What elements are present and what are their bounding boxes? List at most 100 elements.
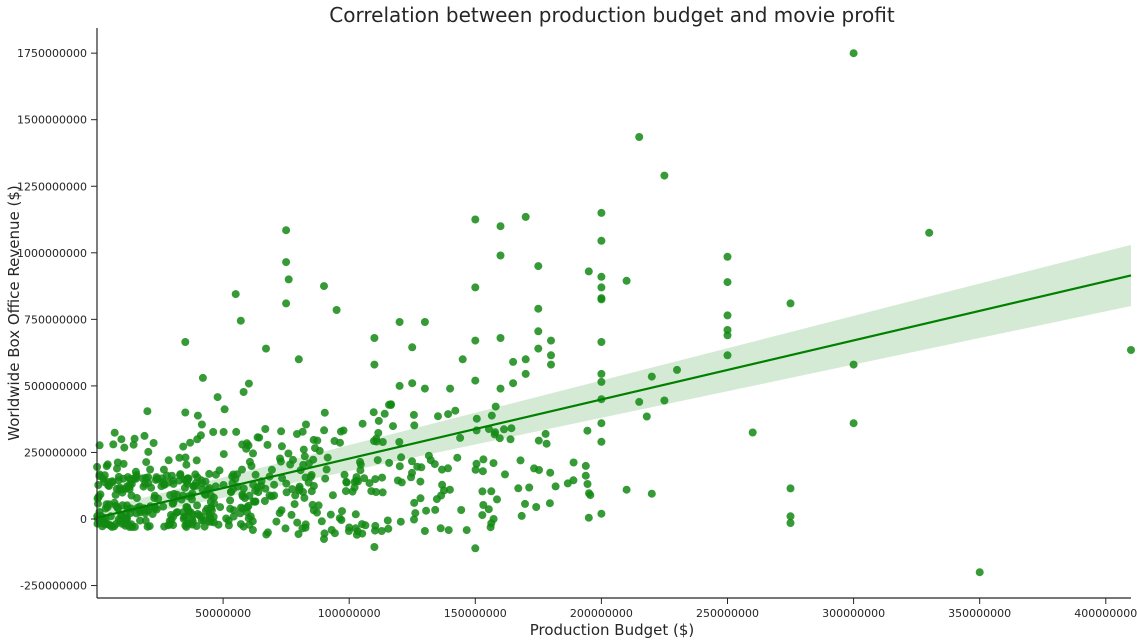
y-tick-label: 500000000 xyxy=(24,380,87,393)
data-point xyxy=(236,509,245,518)
data-point xyxy=(180,483,189,492)
data-point xyxy=(314,501,323,510)
data-point xyxy=(136,516,144,525)
data-point xyxy=(569,458,578,467)
data-point xyxy=(187,495,196,504)
x-tick-label: 300000000 xyxy=(822,607,885,620)
data-point xyxy=(263,440,272,449)
data-point xyxy=(486,523,495,532)
data-point xyxy=(514,484,523,493)
data-point xyxy=(236,520,245,529)
data-point xyxy=(551,482,560,491)
data-point xyxy=(129,440,138,449)
data-point xyxy=(284,275,293,284)
data-point xyxy=(489,459,498,468)
data-point xyxy=(385,458,394,467)
data-point xyxy=(597,208,606,217)
data-point xyxy=(597,236,606,245)
data-point xyxy=(113,503,122,512)
data-point xyxy=(356,466,365,475)
data-point xyxy=(748,428,757,437)
data-point xyxy=(326,510,335,519)
data-point xyxy=(305,459,313,468)
data-point xyxy=(534,262,543,271)
data-point xyxy=(181,338,190,346)
data-point xyxy=(179,442,188,451)
data-point xyxy=(173,508,182,517)
x-axis-label: Production Budget ($) xyxy=(530,621,695,639)
data-point xyxy=(420,384,429,393)
data-point xyxy=(479,501,488,509)
data-point xyxy=(328,491,337,500)
data-point xyxy=(277,506,286,515)
data-point xyxy=(144,473,153,482)
data-point xyxy=(378,488,387,497)
data-point xyxy=(249,449,257,458)
data-point xyxy=(205,510,214,519)
data-point xyxy=(380,409,389,418)
data-point xyxy=(471,283,480,292)
data-point xyxy=(660,171,669,180)
x-tick-label: 200000000 xyxy=(570,607,633,620)
data-point xyxy=(175,453,184,462)
data-point xyxy=(395,462,404,471)
y-tick-label: -250000000 xyxy=(20,580,87,593)
data-point xyxy=(242,444,251,453)
data-point xyxy=(115,485,124,494)
data-point xyxy=(224,516,233,525)
data-point xyxy=(507,424,516,433)
data-point xyxy=(276,454,284,463)
data-point xyxy=(169,476,177,485)
data-point xyxy=(96,490,105,499)
data-point xyxy=(198,373,207,382)
data-point xyxy=(478,487,487,496)
x-tick-label: 350000000 xyxy=(948,607,1011,620)
data-point xyxy=(162,471,171,480)
data-point xyxy=(446,384,455,393)
data-point xyxy=(250,497,259,506)
data-point xyxy=(723,311,732,320)
data-point xyxy=(453,453,462,462)
data-point xyxy=(257,481,265,490)
data-point xyxy=(489,515,498,523)
data-point xyxy=(114,472,123,481)
data-point xyxy=(408,379,417,388)
data-point xyxy=(534,327,543,336)
data-point xyxy=(673,365,681,374)
x-tick-label: 400000000 xyxy=(1074,607,1137,620)
data-point xyxy=(440,486,448,495)
data-point xyxy=(542,439,551,448)
data-point xyxy=(184,474,193,483)
data-point xyxy=(192,456,201,465)
data-point xyxy=(197,420,206,429)
data-point xyxy=(200,522,209,531)
y-tick-label: 1250000000 xyxy=(17,180,87,193)
data-point xyxy=(226,496,235,505)
data-point xyxy=(438,465,446,474)
data-point xyxy=(113,464,121,473)
data-point xyxy=(487,411,496,420)
data-point xyxy=(389,422,397,431)
data-point xyxy=(723,351,732,360)
data-point xyxy=(356,460,365,469)
data-point xyxy=(472,459,481,468)
data-point xyxy=(496,251,505,260)
data-point xyxy=(352,473,361,482)
data-point xyxy=(377,527,386,535)
data-point xyxy=(215,466,224,475)
data-point xyxy=(244,379,253,388)
data-point xyxy=(261,425,270,433)
data-point xyxy=(302,420,310,429)
data-point xyxy=(150,494,159,503)
data-point xyxy=(586,491,595,500)
data-point xyxy=(251,470,260,479)
data-point xyxy=(121,521,130,530)
data-point xyxy=(207,517,216,526)
data-point xyxy=(277,427,286,436)
regression-line xyxy=(96,274,1132,519)
data-point xyxy=(281,524,290,533)
data-point xyxy=(371,475,380,484)
data-point xyxy=(201,477,210,486)
data-point xyxy=(342,478,351,487)
data-point xyxy=(146,465,155,474)
